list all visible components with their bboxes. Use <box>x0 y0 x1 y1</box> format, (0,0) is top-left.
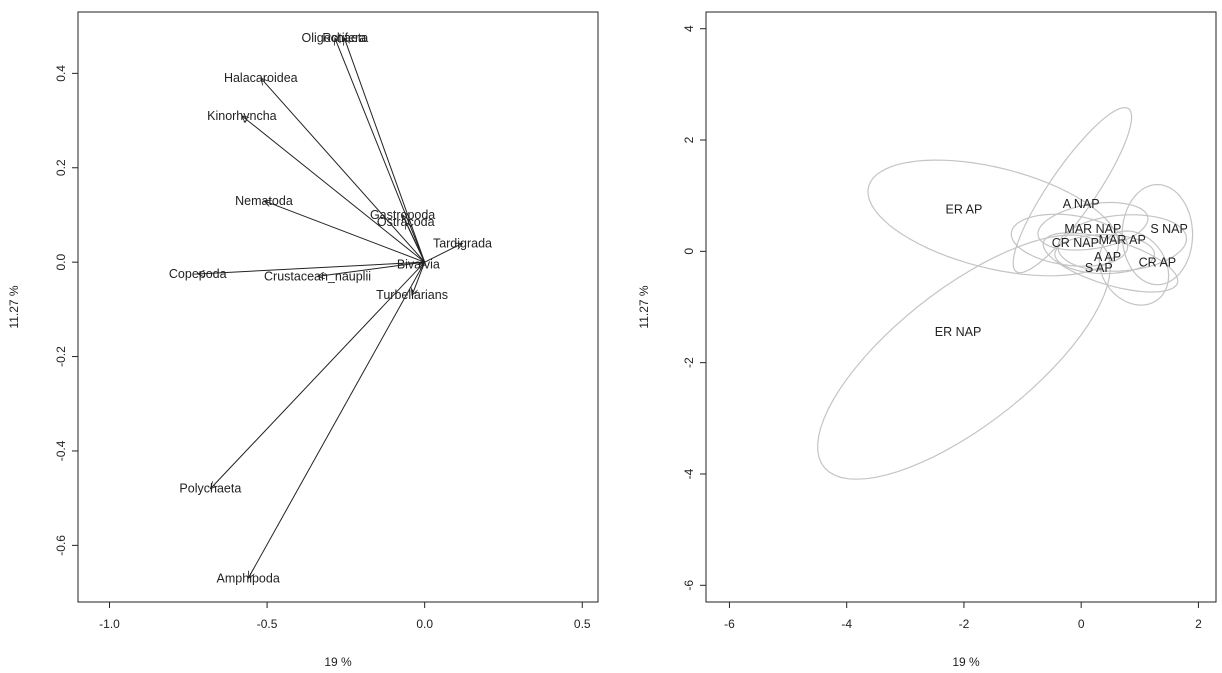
biplot-panel: -1.0 -0.5 0.0 0.5 -0.6 -0.4 -0.2 0.0 0.2 0.4 Oli… <box>7 11 599 669</box>
group-ellipse-mar-nap <box>1037 201 1149 251</box>
group-ellipse-er-ap <box>867 159 1120 277</box>
ellipse-y-axis-label: 11.27 % <box>637 285 651 328</box>
biplot-vectors <box>198 38 463 578</box>
ellipse-y-tick-label: -6 <box>682 580 696 591</box>
biplot-x-tick-label: 0.0 <box>416 617 433 631</box>
biplot-x-tick-label: 0.5 <box>574 617 591 631</box>
ellipse-x-axis-label: 19 % <box>952 655 980 669</box>
vector-arrow-copepoda <box>198 261 425 274</box>
biplot-x-tick-label: -0.5 <box>257 617 278 631</box>
group-ellipse-cr-nap <box>1010 213 1129 267</box>
vector-label-rotifera: Rotifera <box>322 31 366 45</box>
biplot-x-axis: -1.0 -0.5 0.0 0.5 <box>99 602 591 631</box>
vector-arrow-turbellarians <box>412 261 426 295</box>
biplot-y-tick-label: -0.2 <box>54 346 68 367</box>
vector-label-halacaroidea: Halacaroidea <box>224 71 298 85</box>
ellipse-y-tick-label: 4 <box>682 25 696 32</box>
ellipse-x-tick-label: 2 <box>1195 617 1202 631</box>
vector-arrow-nematoda <box>264 201 425 263</box>
ellipse-x-tick-label: -6 <box>724 617 735 631</box>
ellipse-x-tick-label: 0 <box>1078 617 1085 631</box>
group-label-cr-ap: CR AP <box>1139 255 1177 269</box>
ellipse-y-tick-label: -2 <box>682 357 696 368</box>
group-ellipse-a-ap <box>1054 233 1156 275</box>
group-ellipse-er-nap <box>817 234 1111 480</box>
ellipse-y-tick-label: 2 <box>682 136 696 143</box>
biplot-x-axis-label: 19 % <box>324 655 352 669</box>
ellipse-x-tick-label: -2 <box>959 617 970 631</box>
vector-arrow-halacaroidea <box>261 78 426 263</box>
vector-arrow-amphipoda <box>248 261 426 578</box>
group-label-er-nap: ER NAP <box>935 325 982 339</box>
group-label-er-ap: ER AP <box>946 203 983 217</box>
biplot-y-tick-label: 0.0 <box>54 253 68 270</box>
biplot-y-tick-label: -0.4 <box>54 440 68 461</box>
biplot-y-axis-label: 11.27 % <box>7 285 21 328</box>
vector-arrow-crustacean-nauplii <box>318 261 425 276</box>
group-ellipse-mar-ap <box>1057 214 1188 272</box>
vector-label-gastropoda: Gastropoda <box>370 208 435 222</box>
group-label-cr-nap: CR NAP <box>1052 236 1099 250</box>
biplot-y-tick-label: 0.4 <box>54 65 68 82</box>
vector-label-oligochaeta: Oligochaeta <box>301 31 368 45</box>
vector-label-nematoda: Nematoda <box>235 194 293 208</box>
biplot-y-axis: -0.6 -0.4 -0.2 0.0 0.2 0.4 <box>54 65 78 556</box>
vector-arrow-tardigrada <box>424 242 463 263</box>
biplot-y-tick-label: 0.2 <box>54 159 68 176</box>
ellipse-y-tick-label: -4 <box>682 468 696 479</box>
vector-arrow-polychaeta <box>210 261 426 489</box>
vector-label-kinorhyncha: Kinorhyncha <box>207 109 277 123</box>
vector-arrow-ostracoda <box>406 222 426 263</box>
group-label-mar-nap: MAR NAP <box>1064 222 1121 236</box>
vector-label-turbellarians: Turbellarians <box>376 288 448 302</box>
vector-arrow-kinorhyncha <box>242 116 425 263</box>
ellipse-y-axis: -6 -4 -2 0 2 4 <box>682 25 706 591</box>
vector-label-bivalvia: Bivalvia <box>397 258 440 272</box>
vector-label-polychaeta: Polychaeta <box>179 482 241 496</box>
group-label-s-nap: S NAP <box>1150 222 1188 236</box>
vector-label-crustacean-nauplii: Crustacean_nauplii <box>264 269 371 283</box>
ellipse-x-tick-label: -4 <box>841 617 852 631</box>
group-ellipses <box>817 106 1194 480</box>
group-labels: ER AP ER NAP A NAP MAR NAP S NAP CR NAP MAR AP… <box>935 197 1188 339</box>
group-label-s-ap: S AP <box>1085 261 1113 275</box>
biplot-x-tick-label: -1.0 <box>99 617 120 631</box>
ellipse-x-axis: -6 -4 -2 0 2 <box>724 602 1202 631</box>
vector-label-amphipoda: Amphipoda <box>217 571 280 585</box>
group-ellipse-s-ap <box>1042 232 1179 293</box>
vector-label-copepoda: Copepoda <box>169 267 227 281</box>
group-ellipse-cr-ap <box>1098 230 1170 306</box>
biplot-y-tick-label: -0.6 <box>54 535 68 556</box>
ellipse-plot-frame <box>705 11 1217 603</box>
vector-label-ostracoda: Ostracoda <box>377 215 435 229</box>
vector-label-tardigrada: Tardigrada <box>433 236 492 250</box>
biplot-plot-frame <box>77 11 599 603</box>
ellipse-y-tick-label: 0 <box>682 248 696 255</box>
group-label-a-ap: A AP <box>1094 250 1121 264</box>
ellipse-panel: ER AP ER NAP A NAP MAR NAP S NAP CR NAP MAR AP… <box>637 11 1217 669</box>
group-ellipse-a-nap <box>1012 106 1133 274</box>
group-label-mar-ap: MAR AP <box>1099 233 1146 247</box>
group-label-a-nap: A NAP <box>1063 197 1100 211</box>
